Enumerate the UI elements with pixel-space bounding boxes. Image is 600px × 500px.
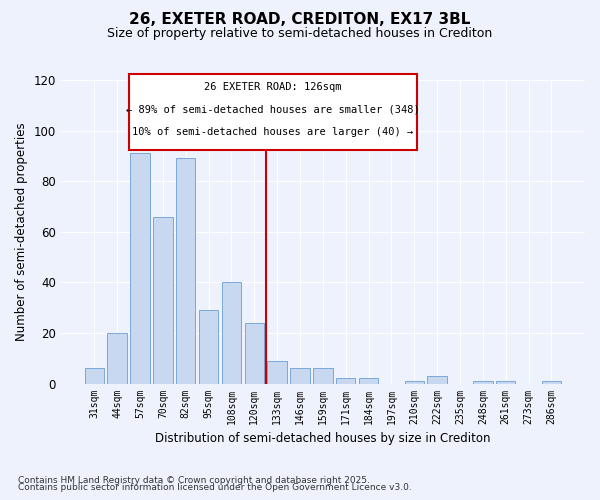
Text: ← 89% of semi-detached houses are smaller (348): ← 89% of semi-detached houses are smalle… [126, 104, 420, 115]
Bar [336, 378, 355, 384]
FancyBboxPatch shape [129, 74, 417, 150]
Bar [268, 361, 287, 384]
Bar [313, 368, 332, 384]
Text: Contains HM Land Registry data © Crown copyright and database right 2025.: Contains HM Land Registry data © Crown c… [18, 476, 370, 485]
Bar [245, 323, 264, 384]
Bar [199, 310, 218, 384]
Bar [359, 378, 379, 384]
Bar [404, 381, 424, 384]
Bar [473, 381, 493, 384]
Bar [222, 282, 241, 384]
Bar [176, 158, 196, 384]
Bar [85, 368, 104, 384]
Bar [290, 368, 310, 384]
Bar [153, 216, 173, 384]
Text: 26 EXETER ROAD: 126sqm: 26 EXETER ROAD: 126sqm [205, 82, 342, 92]
Bar [427, 376, 447, 384]
Bar [130, 154, 150, 384]
Text: Size of property relative to semi-detached houses in Crediton: Size of property relative to semi-detach… [107, 28, 493, 40]
Text: 10% of semi-detached houses are larger (40) →: 10% of semi-detached houses are larger (… [133, 127, 414, 137]
Bar [542, 381, 561, 384]
Y-axis label: Number of semi-detached properties: Number of semi-detached properties [15, 122, 28, 341]
Bar [107, 333, 127, 384]
Text: 26, EXETER ROAD, CREDITON, EX17 3BL: 26, EXETER ROAD, CREDITON, EX17 3BL [130, 12, 470, 28]
X-axis label: Distribution of semi-detached houses by size in Crediton: Distribution of semi-detached houses by … [155, 432, 491, 445]
Text: Contains public sector information licensed under the Open Government Licence v3: Contains public sector information licen… [18, 484, 412, 492]
Bar [496, 381, 515, 384]
